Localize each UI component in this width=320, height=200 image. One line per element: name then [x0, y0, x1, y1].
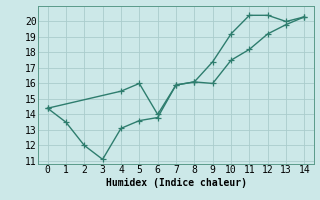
- X-axis label: Humidex (Indice chaleur): Humidex (Indice chaleur): [106, 178, 246, 188]
